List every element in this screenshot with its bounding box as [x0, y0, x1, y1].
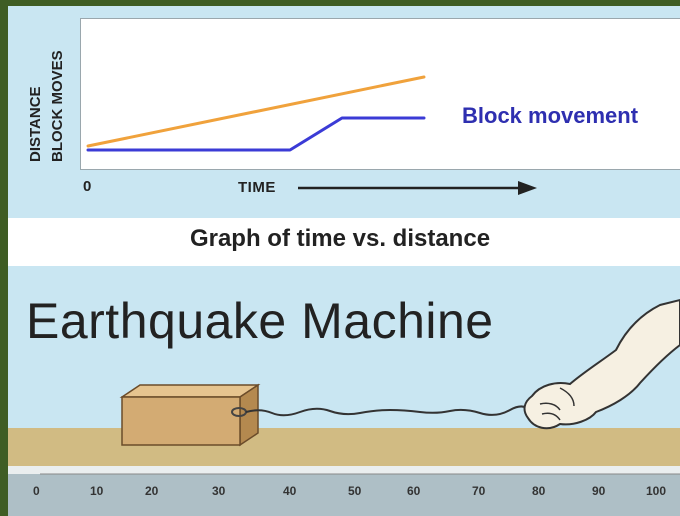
- hand-finger-lines: [539, 387, 575, 421]
- ruler-edge: [8, 466, 680, 474]
- graph-plot-area: [80, 18, 680, 170]
- block-movement-label: Block movement: [462, 103, 639, 128]
- graph-caption: Graph of time vs. distance: [189, 225, 491, 252]
- block-movement-line: [86, 116, 426, 152]
- pulling-hand-arm: [523, 298, 680, 430]
- frame-border-left: [0, 0, 8, 516]
- ruler-tick-label: 40: [283, 484, 297, 498]
- block-top-face: [119, 384, 261, 398]
- x-axis-zero-label: 0: [83, 178, 92, 195]
- frame-border-top: [0, 0, 680, 6]
- rubber-band: [245, 405, 533, 417]
- caption-band: [8, 218, 680, 266]
- ruler-tick-label: 100: [646, 484, 667, 498]
- ruler-tick-label: 70: [472, 484, 486, 498]
- ruler-tick-label: 50: [348, 484, 362, 498]
- machine-title: Earthquake Machine: [26, 293, 494, 349]
- y-axis-label-line1: DISTANCE: [27, 86, 44, 162]
- block-front-face: [121, 396, 241, 446]
- ruler-tick-label: 20: [145, 484, 159, 498]
- sandpaper-surface: [8, 428, 680, 466]
- x-axis-label: TIME: [238, 179, 276, 196]
- y-axis-label: DISTANCE BLOCK MOVES: [27, 50, 66, 162]
- y-axis-label-line2: BLOCK MOVES: [49, 50, 66, 162]
- ruler-tick-label: 80: [532, 484, 546, 498]
- ruler-tick-label: 90: [592, 484, 606, 498]
- time-axis-arrowhead: [518, 181, 537, 195]
- ruler-tick-label: 60: [407, 484, 421, 498]
- ruler-tick-label: 30: [212, 484, 226, 498]
- pull-distance-line: [86, 75, 426, 148]
- ruler-tick-label: 0: [33, 484, 40, 498]
- ruler-tick-label: 10: [90, 484, 104, 498]
- sandpaper-texture: [8, 428, 680, 466]
